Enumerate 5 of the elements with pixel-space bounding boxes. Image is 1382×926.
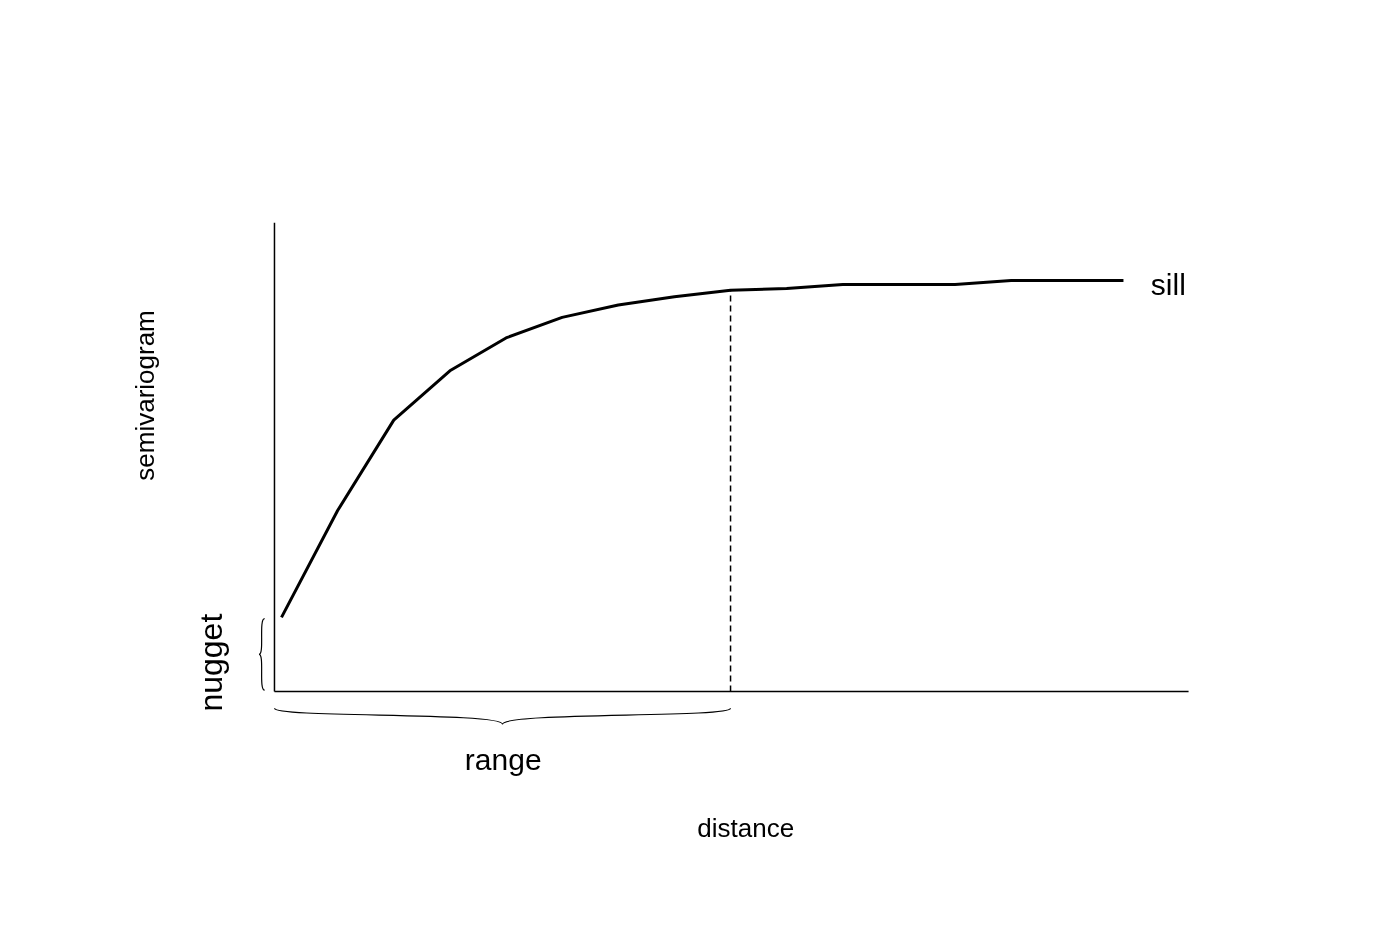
text: nugget xyxy=(192,613,229,712)
y-axis-title: semivariogram xyxy=(129,310,160,481)
annotation: sill xyxy=(1150,268,1186,302)
x-axis-title: distance xyxy=(697,813,795,844)
text: range xyxy=(464,742,542,776)
